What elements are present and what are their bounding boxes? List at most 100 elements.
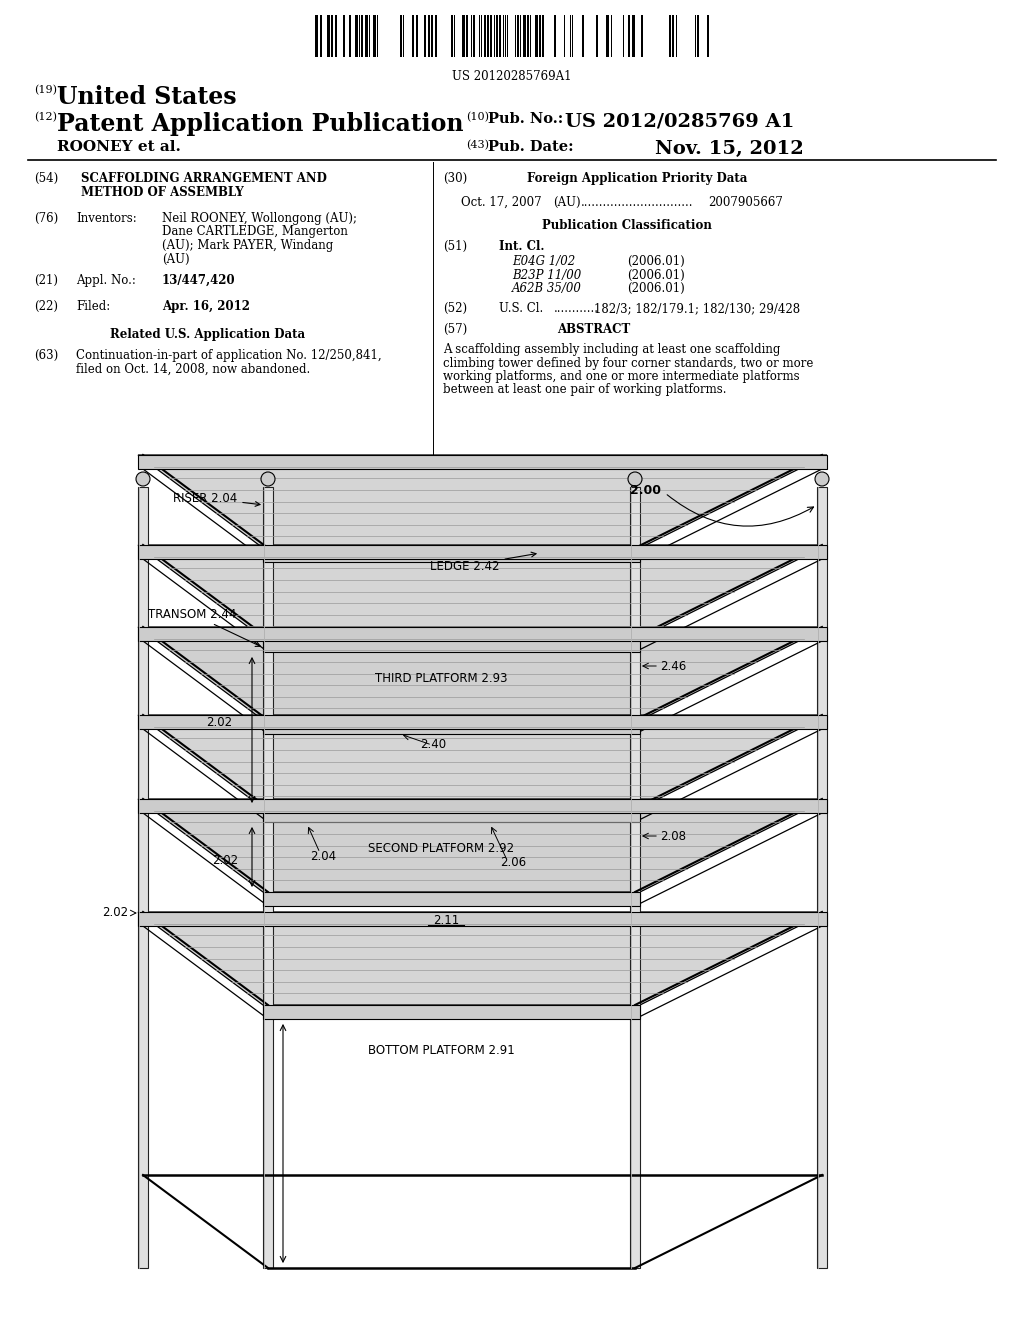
Bar (632, 15, 635, 57)
Text: Patent Application Publication: Patent Application Publication (57, 112, 464, 136)
Text: THIRD PLATFORM 2.93: THIRD PLATFORM 2.93 (375, 672, 507, 685)
Text: ROONEY et al.: ROONEY et al. (57, 140, 181, 154)
Text: 2.02: 2.02 (102, 907, 128, 920)
Bar (263, 719, 640, 734)
Bar (707, 15, 709, 57)
Text: (AU); Mark PAYER, Windang: (AU); Mark PAYER, Windang (162, 239, 333, 252)
Bar (263, 548, 640, 562)
Bar (263, 808, 640, 822)
Circle shape (628, 473, 642, 486)
Polygon shape (138, 799, 827, 892)
Text: 2.46: 2.46 (660, 660, 686, 672)
Text: 13/447,420: 13/447,420 (162, 275, 236, 286)
Text: Dane CARTLEDGE, Mangerton: Dane CARTLEDGE, Mangerton (162, 226, 348, 239)
Polygon shape (138, 912, 827, 1005)
Bar (582, 15, 584, 57)
Circle shape (815, 473, 829, 486)
Text: between at least one pair of working platforms.: between at least one pair of working pla… (443, 384, 726, 396)
Bar (138, 799, 827, 813)
Text: Oct. 17, 2007: Oct. 17, 2007 (461, 195, 542, 209)
Text: B23P 11/00: B23P 11/00 (512, 268, 582, 281)
Text: (54): (54) (34, 172, 58, 185)
Text: ............: ............ (554, 302, 599, 315)
Bar (355, 15, 358, 57)
Bar (331, 15, 333, 57)
Text: climbing tower defined by four corner standards, two or more: climbing tower defined by four corner st… (443, 356, 813, 370)
Text: (63): (63) (34, 348, 58, 362)
Text: TRANSOM 2.44: TRANSOM 2.44 (148, 607, 260, 647)
Text: 2.02: 2.02 (212, 854, 238, 866)
Bar (335, 15, 337, 57)
Bar (499, 15, 501, 57)
Bar (672, 15, 674, 57)
Polygon shape (138, 455, 827, 548)
Text: U.S. Cl.: U.S. Cl. (499, 302, 544, 315)
Text: SCAFFOLDING ARRANGEMENT AND: SCAFFOLDING ARRANGEMENT AND (81, 172, 327, 185)
Text: Nov. 15, 2012: Nov. 15, 2012 (655, 140, 804, 158)
Bar (527, 15, 529, 57)
Bar (263, 1005, 640, 1019)
Bar (373, 15, 376, 57)
Bar (484, 15, 486, 57)
Text: METHOD OF ASSEMBLY: METHOD OF ASSEMBLY (81, 186, 244, 199)
Bar (554, 15, 556, 57)
Text: (22): (22) (34, 300, 58, 313)
Text: (30): (30) (443, 172, 467, 185)
Text: (19): (19) (34, 84, 57, 95)
Text: Foreign Application Priority Data: Foreign Application Priority Data (527, 172, 748, 185)
Bar (487, 15, 489, 57)
Text: Filed:: Filed: (76, 300, 111, 313)
Bar (817, 487, 827, 1269)
Bar (365, 15, 368, 57)
Bar (628, 15, 630, 57)
Bar (263, 638, 640, 652)
Text: US 20120285769A1: US 20120285769A1 (453, 70, 571, 83)
Bar (349, 15, 351, 57)
Text: filed on Oct. 14, 2008, now abandoned.: filed on Oct. 14, 2008, now abandoned. (76, 363, 310, 375)
Text: 2.00: 2.00 (630, 483, 662, 496)
Bar (697, 15, 699, 57)
Text: 2.40: 2.40 (420, 738, 446, 751)
Bar (428, 15, 430, 57)
Text: ABSTRACT: ABSTRACT (557, 323, 630, 337)
Polygon shape (138, 627, 827, 719)
Text: US 2012/0285769 A1: US 2012/0285769 A1 (565, 112, 795, 129)
Text: Publication Classification: Publication Classification (542, 219, 712, 232)
Text: 2.08: 2.08 (660, 829, 686, 842)
Bar (319, 15, 322, 57)
Bar (431, 15, 433, 57)
Bar (523, 15, 526, 57)
Text: Int. Cl.: Int. Cl. (499, 240, 545, 253)
Text: 182/3; 182/179.1; 182/130; 29/428: 182/3; 182/179.1; 182/130; 29/428 (594, 302, 800, 315)
Text: (10): (10) (466, 112, 489, 123)
Text: (76): (76) (34, 213, 58, 224)
Bar (630, 487, 640, 1269)
Text: LEDGE 2.42: LEDGE 2.42 (430, 552, 536, 573)
Bar (315, 15, 318, 57)
Bar (400, 15, 402, 57)
Bar (542, 15, 544, 57)
Bar (641, 15, 643, 57)
Bar (451, 15, 453, 57)
Text: (52): (52) (443, 302, 467, 315)
Text: BOTTOM PLATFORM 2.91: BOTTOM PLATFORM 2.91 (368, 1044, 514, 1056)
Bar (416, 15, 418, 57)
Bar (539, 15, 541, 57)
Text: (57): (57) (443, 323, 467, 337)
Text: SECOND PLATFORM 2.92: SECOND PLATFORM 2.92 (368, 842, 514, 854)
Bar (424, 15, 426, 57)
Text: RISER 2.04: RISER 2.04 (173, 491, 260, 507)
Text: ..............................: .............................. (581, 195, 693, 209)
Bar (263, 487, 273, 1269)
Polygon shape (138, 715, 827, 808)
Bar (466, 15, 468, 57)
Text: 2.04: 2.04 (310, 850, 336, 862)
Bar (138, 627, 827, 642)
Text: (AU): (AU) (553, 195, 581, 209)
Text: Related U.S. Application Data: Related U.S. Application Data (110, 327, 305, 341)
Text: A scaffolding assembly including at least one scaffolding: A scaffolding assembly including at leas… (443, 343, 780, 356)
Bar (473, 15, 475, 57)
Text: E04G 1/02: E04G 1/02 (512, 255, 575, 268)
Bar (535, 15, 538, 57)
Bar (517, 15, 519, 57)
